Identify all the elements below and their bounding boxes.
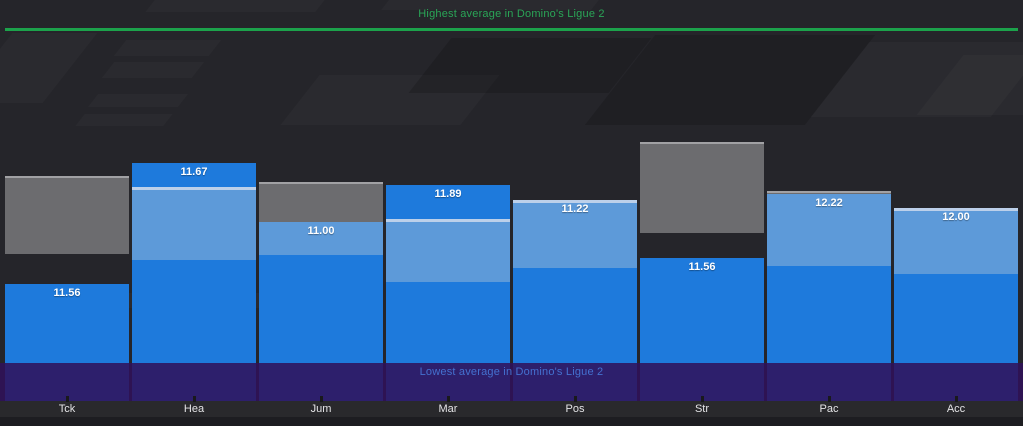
highest-average-label: Highest average in Domino's Ligue 2 <box>418 8 605 20</box>
league-range-box <box>259 182 383 222</box>
league-range-overlap <box>767 194 891 266</box>
bar-column-pac[interactable]: 12.22 <box>767 33 891 401</box>
bar-column-mar[interactable]: 11.89 <box>386 33 510 401</box>
axis-label-hea: Hea <box>183 403 205 415</box>
axis-label-tck: Tck <box>58 403 76 415</box>
axis-label-pac: Pac <box>819 403 839 415</box>
bar-value-label: 11.56 <box>53 287 81 299</box>
bar-column-tck[interactable]: 11.56 <box>5 33 129 401</box>
axis-label-mar: Mar <box>438 403 458 415</box>
bottom-strip <box>0 417 1023 426</box>
bar-column-acc[interactable]: 12.00 <box>894 33 1018 401</box>
lowest-average-label: Lowest average in Domino's Ligue 2 <box>419 366 604 378</box>
bar-column-pos[interactable]: 11.22 <box>513 33 637 401</box>
league-range-box <box>640 142 764 233</box>
league-range-box <box>5 176 129 254</box>
axis-label-acc: Acc <box>946 403 966 415</box>
axis-label-str: Str <box>694 403 710 415</box>
bar-column-hea[interactable]: 11.67 <box>132 33 256 401</box>
bar-column-jum[interactable]: 11.00 <box>259 33 383 401</box>
axis-label-pos: Pos <box>565 403 585 415</box>
lowest-average-band: Lowest average in Domino's Ligue 2 <box>0 363 1023 401</box>
league-range-overlap <box>894 208 1018 274</box>
bar-value-label: 11.89 <box>434 188 462 200</box>
chart-plot: 11.56 11.67 11.00 11.89 11.22 11.56 12.22 12.00 <box>0 33 1023 401</box>
league-range-overlap <box>513 200 637 268</box>
axis-label-jum: Jum <box>310 403 332 415</box>
bar-value-label: 11.67 <box>180 166 208 178</box>
league-range-box <box>767 191 891 194</box>
league-range-overlap <box>132 187 256 260</box>
bar-value-label: 11.00 <box>307 225 335 237</box>
league-range-overlap <box>386 219 510 282</box>
league-range-overlap <box>259 222 383 255</box>
axis-labels-row: Tck Hea Jum Mar Pos Str Pac Acc <box>0 401 1023 417</box>
header-bar: Highest average in Domino's Ligue 2 <box>0 0 1023 28</box>
bar-value-label: 11.56 <box>688 261 716 273</box>
bar-value-label: 11.22 <box>561 203 589 215</box>
bar-column-str[interactable]: 11.56 <box>640 33 764 401</box>
bar-value-label: 12.00 <box>942 211 970 223</box>
bar-value-label: 12.22 <box>815 197 843 209</box>
highest-average-line <box>5 28 1018 31</box>
